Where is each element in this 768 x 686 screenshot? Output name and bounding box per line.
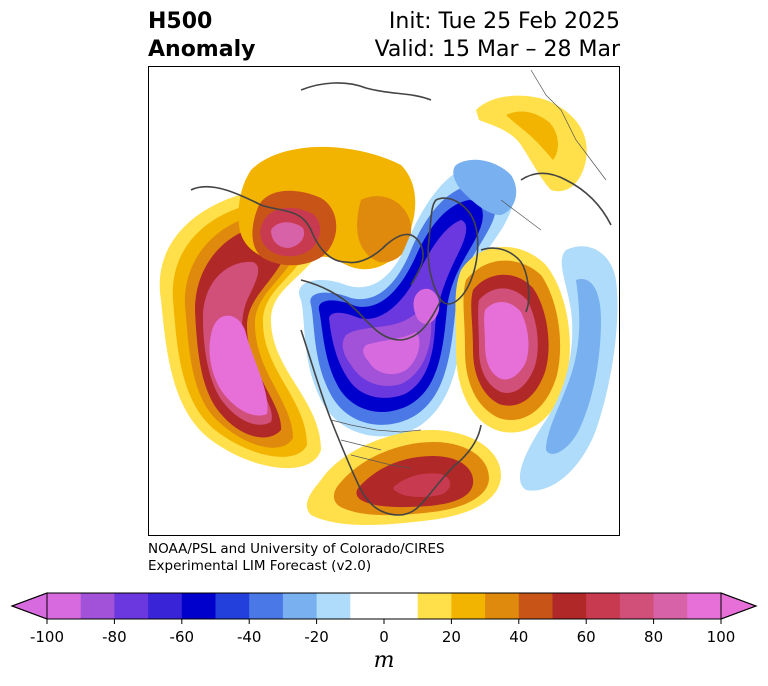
colorbar-segment <box>451 593 486 619</box>
colorbar-segment <box>417 593 452 619</box>
colorbar-segment <box>148 593 183 619</box>
colorbar-tick-label: 80 <box>644 628 664 646</box>
colorbar-tick-label: 60 <box>576 628 596 646</box>
colorbar-units: m <box>373 648 395 673</box>
colorbar-segment <box>80 593 115 619</box>
colorbar-segment <box>485 593 520 619</box>
anomaly-map <box>148 66 620 536</box>
colorbar-segment <box>114 593 149 619</box>
credit: NOAA/PSL and University of Colorado/CIRE… <box>148 541 445 575</box>
eastern-us-positive-anomaly <box>306 430 501 525</box>
colorbar-segment <box>687 593 722 619</box>
title-right: Init: Tue 25 Feb 2025 Valid: 15 Mar – 28… <box>375 8 620 64</box>
colorbar-tick-label: -60 <box>169 628 195 646</box>
colorbar-tick-label: 40 <box>509 628 529 646</box>
colorbar-segment <box>47 593 82 619</box>
field-name: H500 <box>148 9 213 34</box>
field-type: Anomaly <box>148 37 256 62</box>
colorbar-segment <box>316 593 351 619</box>
colorbar-tick-label: 20 <box>441 628 461 646</box>
init-date: Init: Tue 25 Feb 2025 <box>388 9 620 34</box>
colorbar-tick-label: 0 <box>379 628 389 646</box>
colorbar-tick-label: -40 <box>236 628 262 646</box>
country-borders <box>330 69 607 469</box>
colorbar-segment <box>249 593 284 619</box>
colorbar-extend-min <box>10 592 48 620</box>
colorbar-tick-label: 100 <box>706 628 736 646</box>
colorbar-extend-max <box>720 592 758 620</box>
siberia-positive-anomaly <box>476 95 587 192</box>
credit-line-1: NOAA/PSL and University of Colorado/CIRE… <box>148 541 445 557</box>
colorbar-segment <box>552 593 587 619</box>
colorbar-segment <box>350 593 385 619</box>
colorbar-segment <box>518 593 553 619</box>
eurasia-negative-anomaly <box>453 159 618 491</box>
colorbar-segment <box>653 593 688 619</box>
colorbar <box>10 592 758 624</box>
colorbar-segment <box>384 593 419 619</box>
colorbar-segment <box>619 593 655 619</box>
colorbar-segment <box>215 593 250 619</box>
north-atlantic-positive-anomaly <box>455 246 570 433</box>
colorbar-segment <box>282 593 318 619</box>
colorbar-segment <box>181 593 216 619</box>
colorbar-tick-label: -80 <box>102 628 127 646</box>
alaska-bering-positive-anomaly <box>238 146 416 270</box>
coastlines <box>190 82 612 516</box>
colorbar-tick-label: -100 <box>29 628 65 646</box>
valid-date: Valid: 15 Mar – 28 Mar <box>374 37 620 62</box>
canada-greenland-negative-anomaly <box>299 164 514 437</box>
colorbar-segment <box>586 593 621 619</box>
colorbar-tick-label: -20 <box>304 628 329 646</box>
credit-line-2: Experimental LIM Forecast (v2.0) <box>148 558 372 574</box>
title-left: H500 Anomaly <box>148 8 255 64</box>
